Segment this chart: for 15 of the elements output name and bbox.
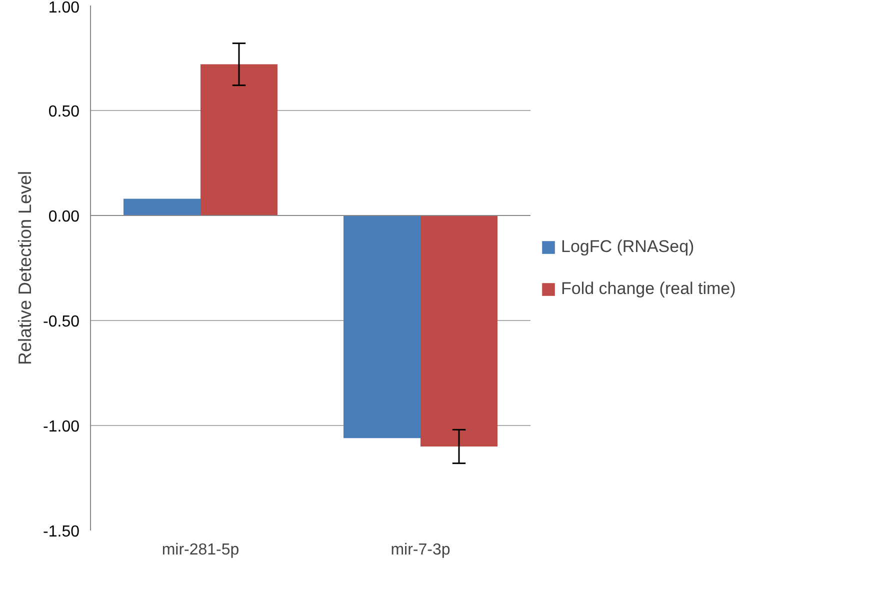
x-tick-label: mir-281-5p: [162, 542, 240, 558]
bar: [200, 64, 278, 216]
bar: [124, 198, 200, 216]
y-tick-label: -1.50: [43, 524, 80, 540]
y-tick-label: -1.00: [43, 418, 80, 436]
x-tick-label: mir-7-3p: [390, 542, 450, 558]
bar: [344, 216, 420, 438]
y-tick-label: -0.50: [43, 314, 80, 330]
y-tick-label: 0.00: [48, 208, 80, 226]
y-tick-label: 0.50: [48, 104, 80, 120]
legend-label: Fold change (real time): [561, 278, 736, 298]
legend-label: LogFC (RNASeq): [561, 236, 694, 256]
bar: [420, 216, 498, 446]
y-axis-title: Relative Detection Level: [15, 170, 36, 366]
y-tick-label: 1.00: [48, 0, 80, 16]
